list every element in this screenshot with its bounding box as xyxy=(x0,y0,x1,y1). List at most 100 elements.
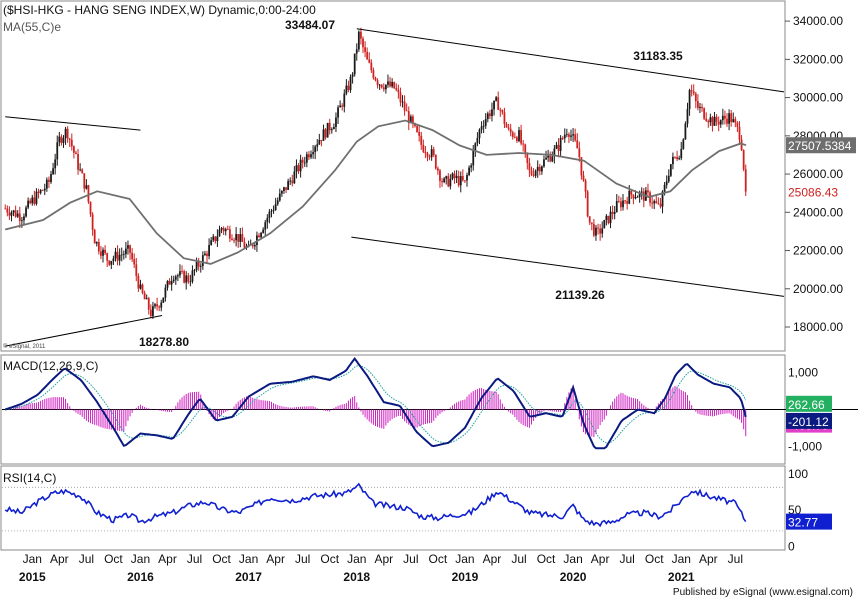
price-candle xyxy=(166,280,169,291)
candle-body xyxy=(678,158,681,160)
candle-body xyxy=(730,113,733,123)
price-candle xyxy=(97,238,100,255)
price-candle xyxy=(595,225,597,241)
price-candle xyxy=(274,197,277,211)
candle-body xyxy=(493,100,495,110)
candle-body xyxy=(62,137,65,143)
price-candle xyxy=(228,225,231,243)
price-candle xyxy=(355,43,358,61)
price-candle xyxy=(491,102,493,122)
rsi-panel-frame xyxy=(0,465,786,551)
candle-body xyxy=(482,125,485,127)
price-candle xyxy=(193,268,196,276)
candle-body xyxy=(715,116,718,122)
price-candle xyxy=(339,100,342,108)
price-candle xyxy=(432,146,435,158)
candle-body xyxy=(33,197,36,204)
candles xyxy=(4,27,747,319)
candle-body xyxy=(699,107,701,108)
price-candle xyxy=(726,113,728,127)
candle-body xyxy=(274,204,277,211)
candle-body xyxy=(35,191,38,204)
price-candle xyxy=(428,154,431,161)
candle-body xyxy=(185,275,188,283)
price-candle xyxy=(642,187,645,208)
price-candle xyxy=(430,145,433,161)
price-candle xyxy=(174,274,177,285)
price-candle xyxy=(607,215,610,225)
price-candle xyxy=(436,166,439,175)
price-candle xyxy=(426,151,429,162)
annotation-low-2020: 21139.26 xyxy=(555,288,605,302)
candle-body xyxy=(110,261,113,265)
price-candle xyxy=(206,250,208,263)
price-candle xyxy=(154,302,156,309)
candle-body xyxy=(628,190,631,204)
candle-body xyxy=(407,111,410,124)
candle-body xyxy=(580,157,583,176)
rsi-layer xyxy=(2,482,784,532)
price-candle xyxy=(609,206,612,229)
candle-body xyxy=(266,217,269,223)
candle-body xyxy=(330,129,333,131)
candle-body xyxy=(599,228,602,234)
price-candle xyxy=(108,260,111,267)
price-candle xyxy=(351,72,354,84)
price-candle xyxy=(728,109,730,131)
price-candle xyxy=(199,263,202,273)
candle-body xyxy=(305,154,308,163)
annotation-low-2016: 18278.80 xyxy=(139,335,189,349)
candle-body xyxy=(520,130,522,144)
price-candle xyxy=(287,178,290,191)
candle-body xyxy=(680,148,683,159)
x-tick-label: Jan xyxy=(23,552,42,566)
price-candle xyxy=(378,83,381,90)
candle-body xyxy=(418,131,421,136)
x-tick-label: Jan xyxy=(672,552,691,566)
price-candle xyxy=(212,233,215,243)
price-candle xyxy=(647,183,649,198)
candle-body xyxy=(332,127,335,130)
price-candle xyxy=(576,133,579,149)
price-candle xyxy=(574,128,577,142)
candle-body xyxy=(287,181,290,190)
candle-body xyxy=(624,200,626,202)
x-year-label: 2015 xyxy=(19,570,46,584)
price-candle xyxy=(100,245,102,260)
price-candle xyxy=(368,52,371,64)
price-y-tick-label: 26000.00 xyxy=(793,167,843,181)
price-candle xyxy=(676,150,678,162)
candle-body xyxy=(326,122,329,138)
price-candle xyxy=(457,170,460,188)
price-candle xyxy=(337,105,339,124)
price-candle xyxy=(293,166,296,184)
candle-body xyxy=(280,190,283,194)
price-candle xyxy=(744,164,747,197)
price-candle xyxy=(362,36,364,54)
price-candle xyxy=(717,116,720,132)
price-candle xyxy=(83,173,86,193)
candle-body xyxy=(719,120,722,125)
candle-body xyxy=(241,234,244,242)
candle-body xyxy=(318,139,321,145)
candle-body xyxy=(297,165,300,172)
candle-body xyxy=(486,113,489,120)
price-candle xyxy=(713,111,716,126)
price-candle xyxy=(210,237,213,246)
candle-body xyxy=(661,191,664,207)
price-candle xyxy=(258,232,260,238)
candle-body xyxy=(337,107,339,118)
candle-body xyxy=(638,192,641,197)
candle-body xyxy=(141,284,144,293)
axes-layer: 18000.00 20000.00 22000.00 24000.00 26000.00… xyxy=(19,14,856,584)
candle-body xyxy=(659,203,662,207)
price-candle xyxy=(320,139,323,147)
price-candle xyxy=(70,133,73,151)
price-candle xyxy=(615,194,618,213)
x-tick-label: Apr xyxy=(266,552,285,566)
candle-body xyxy=(176,275,179,277)
candle-body xyxy=(736,122,739,127)
x-tick-label: Jul xyxy=(403,552,418,566)
candle-body xyxy=(189,281,192,283)
price-candle xyxy=(25,205,27,218)
